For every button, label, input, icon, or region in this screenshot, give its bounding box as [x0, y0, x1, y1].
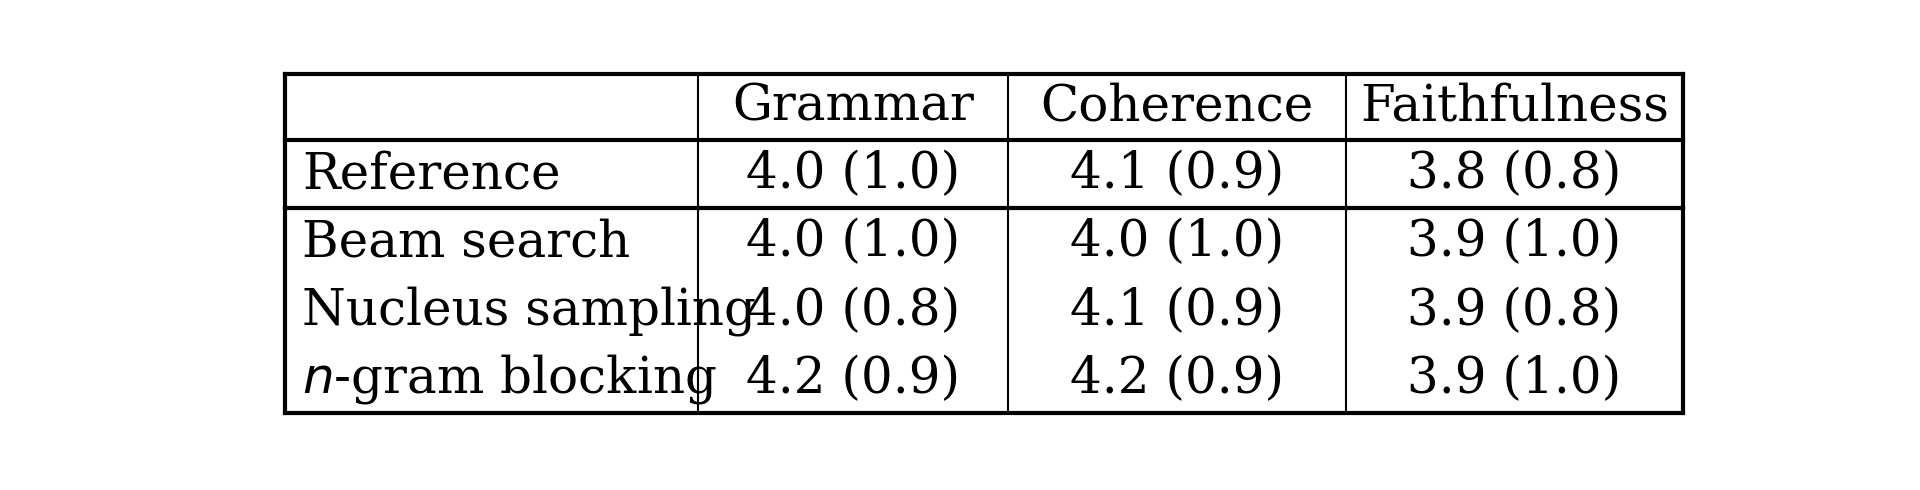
Text: Coherence: Coherence [1041, 82, 1313, 132]
Text: Beam search: Beam search [303, 218, 632, 268]
Text: 4.0 (1.0): 4.0 (1.0) [747, 149, 960, 199]
Text: 4.0 (1.0): 4.0 (1.0) [747, 218, 960, 268]
Text: 4.0 (1.0): 4.0 (1.0) [1069, 218, 1284, 268]
Text: 3.9 (1.0): 3.9 (1.0) [1407, 218, 1622, 268]
Text: 4.2 (0.9): 4.2 (0.9) [747, 355, 960, 404]
Text: Grammar: Grammar [732, 82, 973, 132]
Text: $n$-gram blocking: $n$-gram blocking [303, 352, 718, 406]
Text: Reference: Reference [303, 149, 561, 199]
Text: 4.2 (0.9): 4.2 (0.9) [1069, 355, 1284, 404]
Text: 3.9 (1.0): 3.9 (1.0) [1407, 355, 1622, 404]
Text: 4.1 (0.9): 4.1 (0.9) [1069, 149, 1284, 199]
Text: Faithfulness: Faithfulness [1359, 82, 1668, 132]
Text: Nucleus sampling: Nucleus sampling [303, 286, 756, 336]
Text: 3.8 (0.8): 3.8 (0.8) [1407, 149, 1622, 199]
Text: 4.1 (0.9): 4.1 (0.9) [1069, 286, 1284, 336]
Text: 3.9 (0.8): 3.9 (0.8) [1407, 286, 1622, 336]
Text: 4.0 (0.8): 4.0 (0.8) [747, 286, 960, 336]
